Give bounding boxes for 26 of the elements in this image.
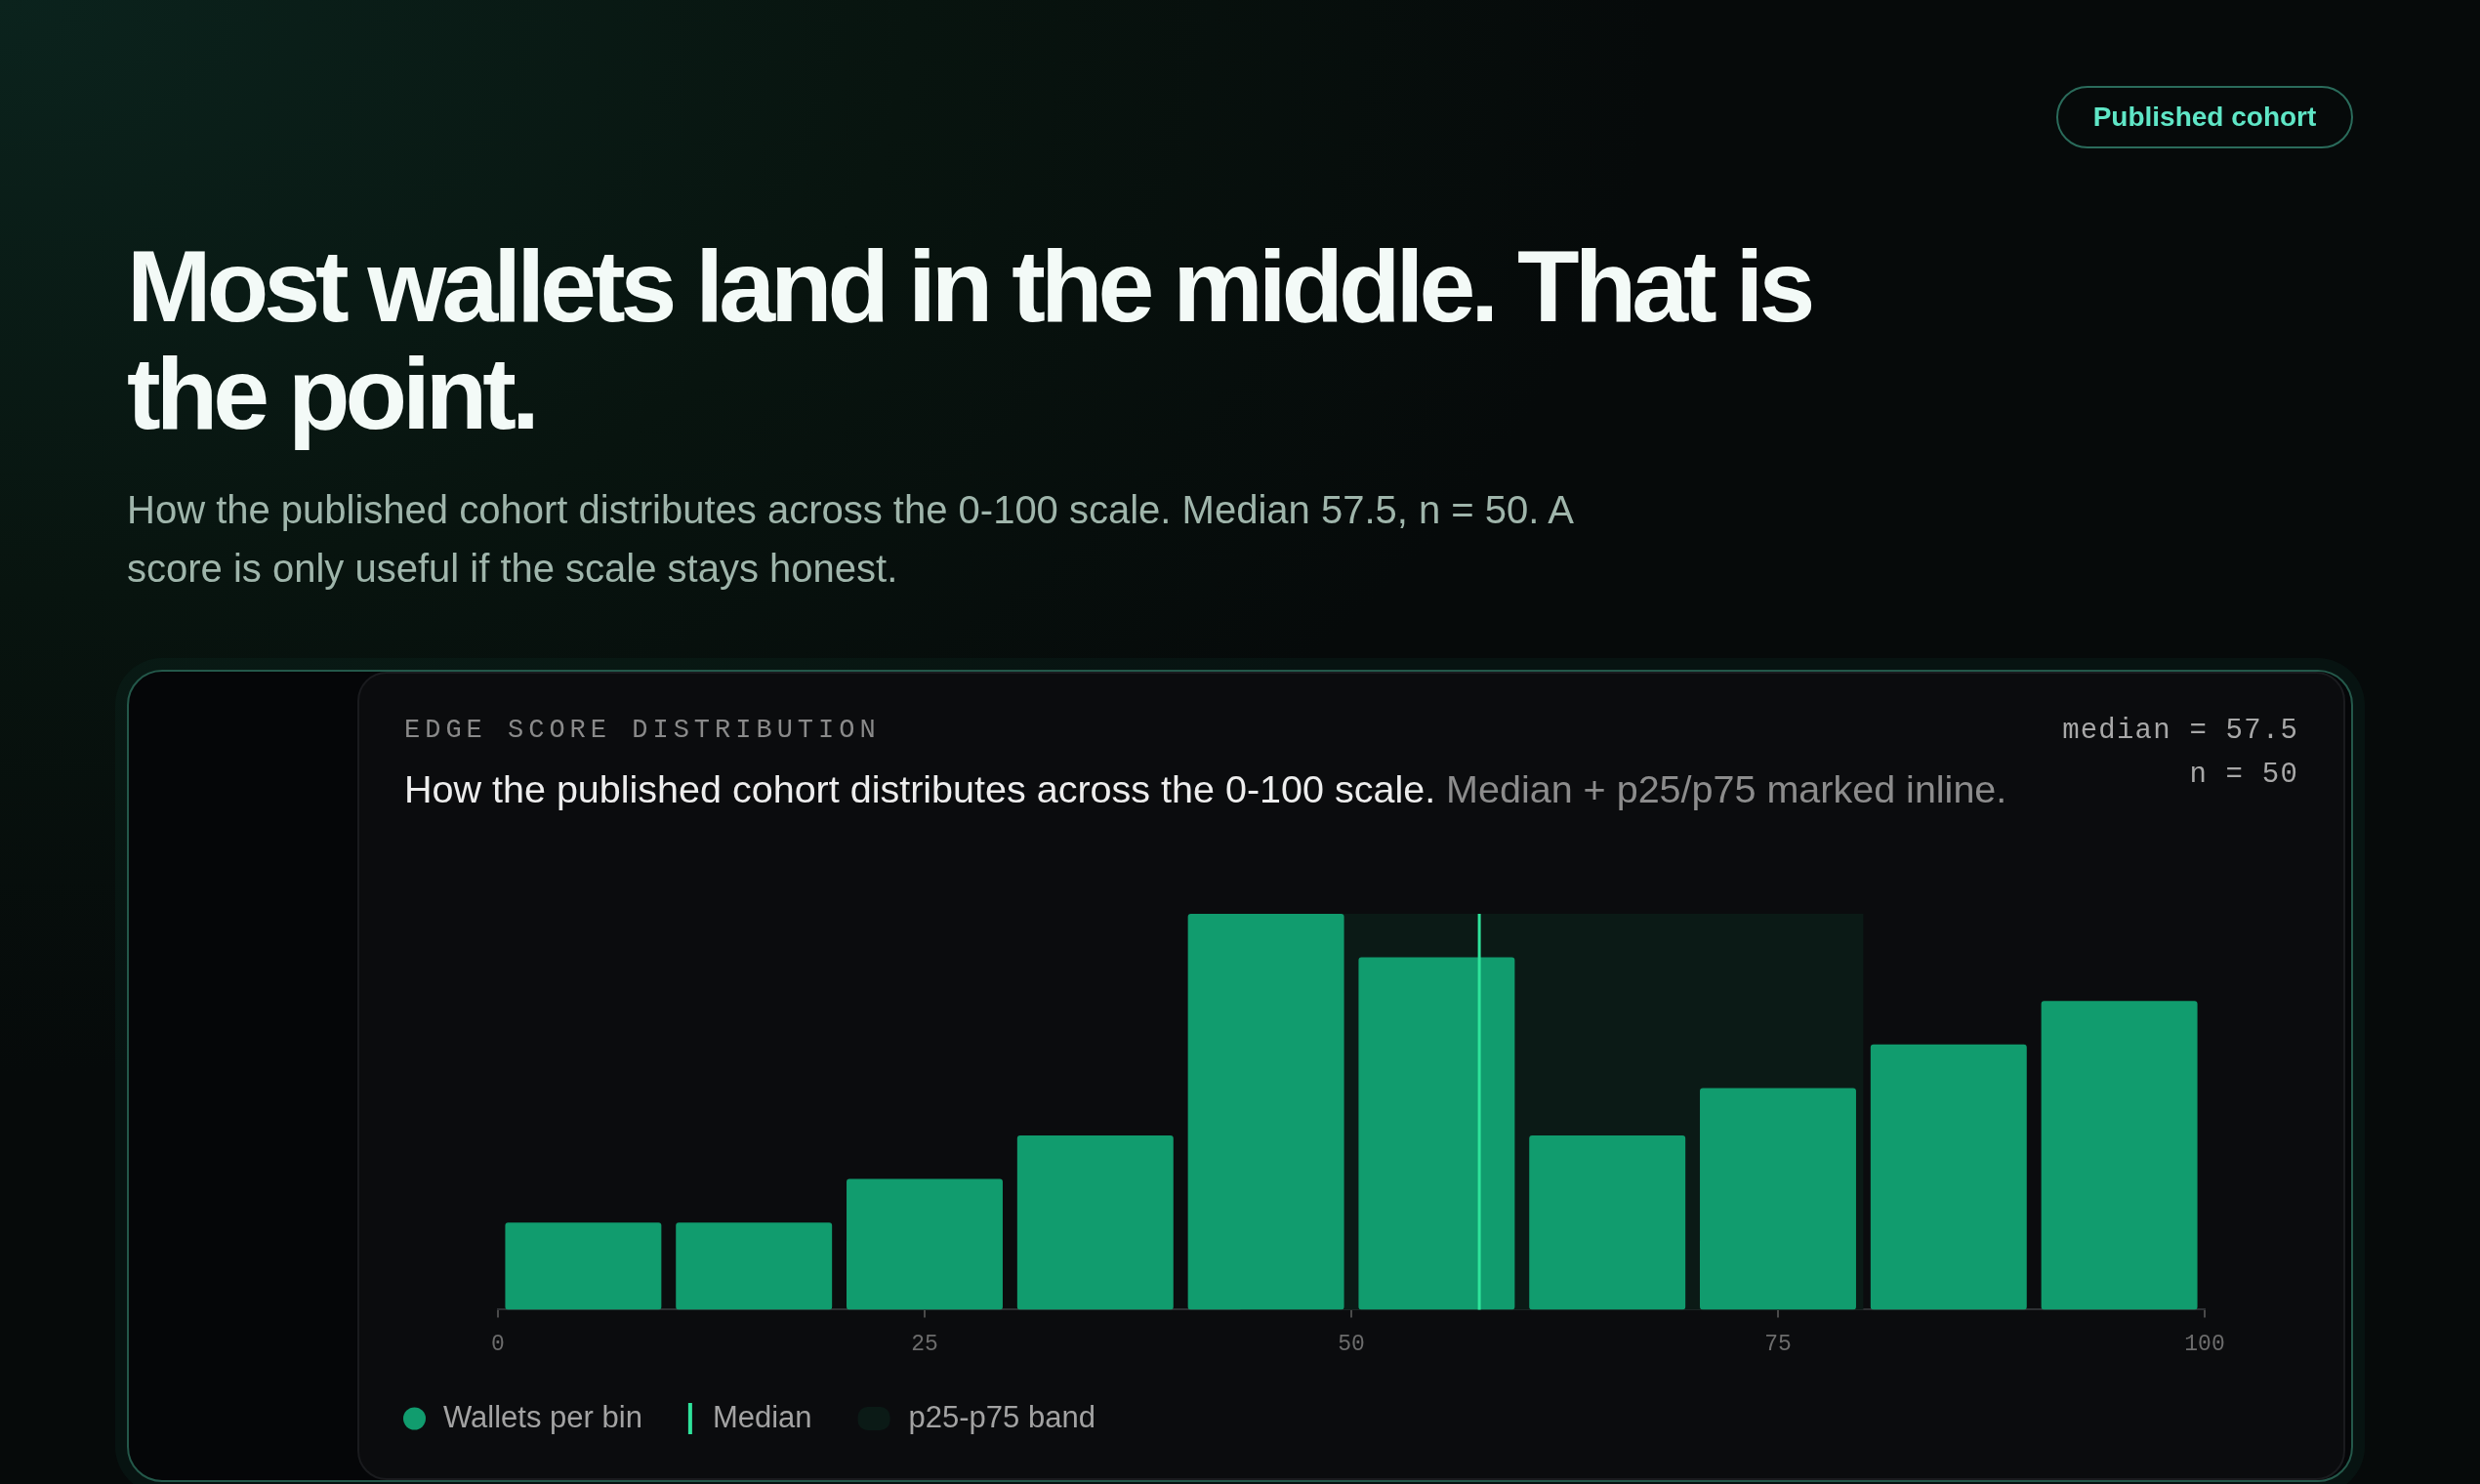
chart-subtitle: How the published cohort distributes across the 0-100 scale. Median 57.5, n = 50. A score is only useful if the scale stays honest. — [127, 487, 1574, 592]
legend-label: Median — [712, 1399, 812, 1434]
bar — [847, 1178, 1003, 1310]
bar — [1358, 957, 1515, 1310]
x-tick-label: 75 — [1764, 1332, 1792, 1358]
bar — [1700, 1088, 1856, 1310]
x-tick-label: 25 — [911, 1332, 938, 1358]
text: Published cohort — [2092, 102, 2317, 133]
text: Median + p25/p75 marked inline. — [1446, 767, 2007, 810]
text: EDGE SCORE DISTRIBUTION — [404, 716, 881, 745]
text: n = 50 — [2189, 759, 2298, 791]
bar — [505, 1222, 662, 1310]
x-tick-label: 100 — [2184, 1332, 2225, 1358]
bar — [1870, 1044, 2027, 1310]
bar — [1529, 1135, 1686, 1310]
bar — [1016, 1135, 1174, 1310]
x-tick-label: 50 — [1338, 1332, 1365, 1358]
legend-label: Wallets per bin — [443, 1399, 642, 1434]
x-tick-label: 0 — [491, 1332, 505, 1358]
legend-label: p25-p75 band — [908, 1399, 1095, 1434]
text: How the published cohort distributes across the 0-100 scale. — [404, 767, 1436, 810]
text: median = 57.5 — [2062, 715, 2298, 747]
bar — [1187, 914, 1344, 1310]
chart-title: Most wallets land in the middle. That is the point. — [127, 229, 1812, 450]
bar — [676, 1222, 833, 1310]
bar — [2041, 1001, 2198, 1310]
